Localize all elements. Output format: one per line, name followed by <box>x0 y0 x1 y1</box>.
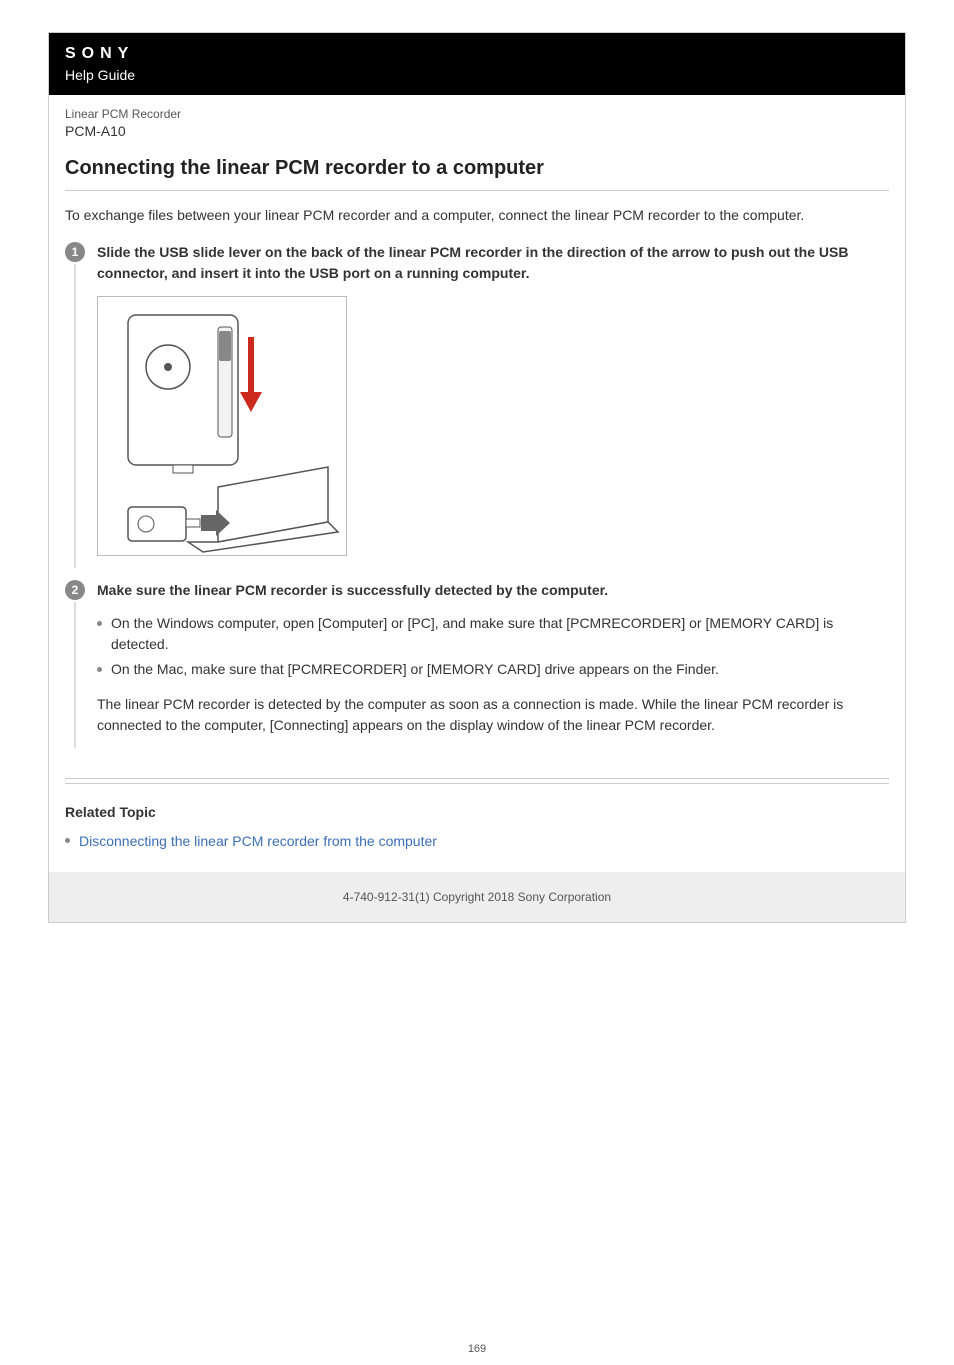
page-number: 169 <box>0 1343 954 1365</box>
usb-connect-illustration <box>98 297 348 557</box>
related-topic-block: Related Topic Disconnecting the linear P… <box>49 784 905 872</box>
page-title: Connecting the linear PCM recorder to a … <box>49 145 905 190</box>
footer-bar: 4-740-912-31(1) Copyright 2018 Sony Corp… <box>49 872 905 922</box>
section-divider-top <box>65 778 889 779</box>
related-topic-list: Disconnecting the linear PCM recorder fr… <box>65 830 889 852</box>
step-2-title: Make sure the linear PCM recorder is suc… <box>97 580 889 601</box>
intro-text: To exchange files between your linear PC… <box>49 205 905 242</box>
help-guide-label: Help Guide <box>65 67 889 83</box>
step-1-diagram <box>97 296 347 556</box>
step-2-bullet-1: On the Windows computer, open [Computer]… <box>97 613 889 655</box>
step-2-paragraph: The linear PCM recorder is detected by t… <box>97 694 889 736</box>
step-2-body: Make sure the linear PCM recorder is suc… <box>97 580 889 746</box>
step-2-connector <box>74 602 76 748</box>
brand-logo: SONY <box>65 45 889 63</box>
step-2-bullet-list: On the Windows computer, open [Computer]… <box>97 613 889 680</box>
step-1-connector <box>74 264 76 568</box>
related-topic-title: Related Topic <box>65 804 889 820</box>
related-topic-link[interactable]: Disconnecting the linear PCM recorder fr… <box>79 833 437 849</box>
title-divider <box>65 190 889 191</box>
related-topic-item: Disconnecting the linear PCM recorder fr… <box>65 830 889 852</box>
step-1-marker: 1 <box>65 242 87 566</box>
step-1: 1 Slide the USB slide lever on the back … <box>49 242 905 580</box>
step-2-number: 2 <box>65 580 85 600</box>
step-1-title: Slide the USB slide lever on the back of… <box>97 242 889 284</box>
step-2-bullet-2: On the Mac, make sure that [PCMRECORDER]… <box>97 659 889 680</box>
product-category: Linear PCM Recorder <box>65 107 889 121</box>
step-2-marker: 2 <box>65 580 87 746</box>
product-model: PCM-A10 <box>65 123 889 139</box>
step-2: 2 Make sure the linear PCM recorder is s… <box>49 580 905 760</box>
step-1-body: Slide the USB slide lever on the back of… <box>97 242 889 566</box>
product-block: Linear PCM Recorder PCM-A10 <box>49 95 905 145</box>
page-container: SONY Help Guide Linear PCM Recorder PCM-… <box>48 32 906 923</box>
step-1-number: 1 <box>65 242 85 262</box>
header-bar: SONY Help Guide <box>49 33 905 95</box>
